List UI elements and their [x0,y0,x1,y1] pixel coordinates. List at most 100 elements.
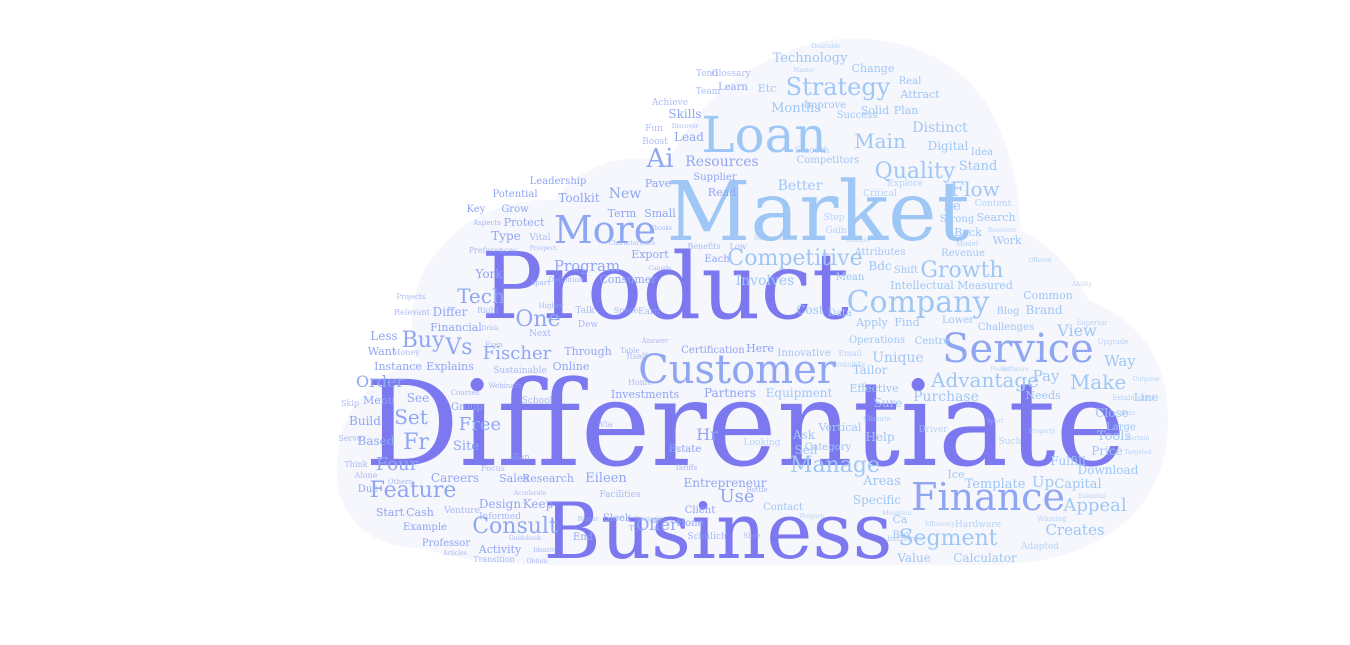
word-digital: Digital [928,139,969,153]
word-competitors: Competitors [797,155,860,166]
word-sport: Sport [987,418,1004,425]
word-data: Data [828,308,852,319]
word-make: Make [1070,370,1126,394]
word-hardware: Hardware [955,520,1001,530]
word-blog: Blog [997,306,1021,317]
word-next: Next [529,329,551,339]
word-characteristics: Characteristics [609,240,655,247]
word-content: Content [975,199,1012,209]
word-facilities: Facilities [599,490,640,500]
word-category: Category [805,442,852,453]
word-established: Established [1112,394,1154,402]
word-segment: Segment [898,526,997,551]
word-property: Property [1029,428,1056,435]
word-alone: Alone [353,471,377,480]
word-smooth: Smooth [795,146,830,156]
word-estate: Estate [669,444,701,455]
word-tailor: Tailor [853,363,888,377]
word-attract: Attract [900,88,941,101]
word-efficiency: Efficiency [925,521,956,528]
word-articles: Articles [442,550,466,557]
word-york: York [474,267,503,281]
word-challenges: Challenges [978,322,1034,333]
word-ben: Ben [512,453,530,463]
word-bottle: Bottle [746,486,767,494]
word-way: Way [1104,352,1136,370]
word-strong: Strong [940,214,975,225]
word-such: Such [999,437,1022,447]
word-feature: Feature [370,478,457,503]
word-etc: Etc [758,82,777,95]
word-shoe: Shoe [743,532,761,540]
word-site: Site [453,439,479,454]
word-prepare: Prepare [800,513,825,520]
word-canada: Canada [648,265,671,272]
word-protect: Protect [504,216,545,229]
word-instance: Instance [374,360,422,373]
word-offered: Offered [1029,257,1052,264]
word-online: Online [553,360,590,373]
word-hr: Hr [696,425,718,444]
word-horizontal: Horizontal [754,235,786,242]
word-attributes: Attributes [854,247,906,258]
word-growth: Growth [920,258,1003,283]
word-competitive: Competitive [727,246,862,271]
word-earn: Earn [638,307,660,317]
word-here: Here [746,342,774,355]
word-creates: Creates [1045,521,1104,539]
word-each: Each [704,254,730,265]
word-careers: Careers [431,471,479,485]
word-price: Price [1091,444,1122,458]
word-help: Help [865,430,894,444]
word-free: Free [459,414,501,435]
word-sell: Sell [795,443,818,457]
word-ask: Ask [792,428,816,442]
word-equipment: Equipment [766,386,833,400]
word-quality: Quality [875,159,956,184]
word-boost: Boost [642,137,668,147]
word-close: Close [1095,406,1129,420]
word-bigger: Bigger [578,516,599,523]
word-eileen: Eileen [585,471,627,486]
word-email: Email [838,349,862,358]
word-small: Small [644,207,676,220]
word-re: Re [943,199,961,214]
word-gain: Gain [825,226,846,236]
word-leadership: Leadership [530,176,587,187]
word-vital: Vital [528,233,550,243]
word-cash: Cash [406,506,434,519]
word-export: Export [631,248,669,261]
word-consists: Consists [831,360,865,369]
word-term: Term [608,207,637,220]
word-involves: Involves [736,273,795,289]
word-specific: Specific [853,493,902,507]
word-even: Even [485,341,503,349]
word-drink: Drink [481,325,498,332]
word-school: School [522,396,553,406]
word-certain: Certain [1127,435,1150,442]
word-accelerate: Accelerate [513,490,547,497]
word-webinars: Webinars [488,382,522,390]
word-stand: Stand [959,159,998,174]
word-contact: Contact [763,502,803,513]
word-industries: Industries [887,535,923,543]
word-flow: Flow [950,177,999,201]
word-end: End [573,532,594,543]
word-read: Read [708,186,736,199]
word-relevant: Relevant [394,308,430,317]
word-model: Model [956,240,979,248]
word-design: Design [479,497,521,511]
word-innovative: Innovative [777,348,830,359]
word-up: Up [1032,473,1054,491]
word-skip: Skip [341,399,359,408]
word-essential: Essential [1078,493,1106,500]
word-venture: Venture [443,506,480,516]
word-via: Via [599,420,613,429]
word-pave: Pave [645,177,671,190]
word-see: See [407,391,429,405]
word-consult: Consult [472,514,558,539]
word-four: Four [376,454,419,475]
word-dew: Dew [578,320,599,330]
word-product: Product [481,233,849,340]
word-professor: Professor [422,538,470,549]
